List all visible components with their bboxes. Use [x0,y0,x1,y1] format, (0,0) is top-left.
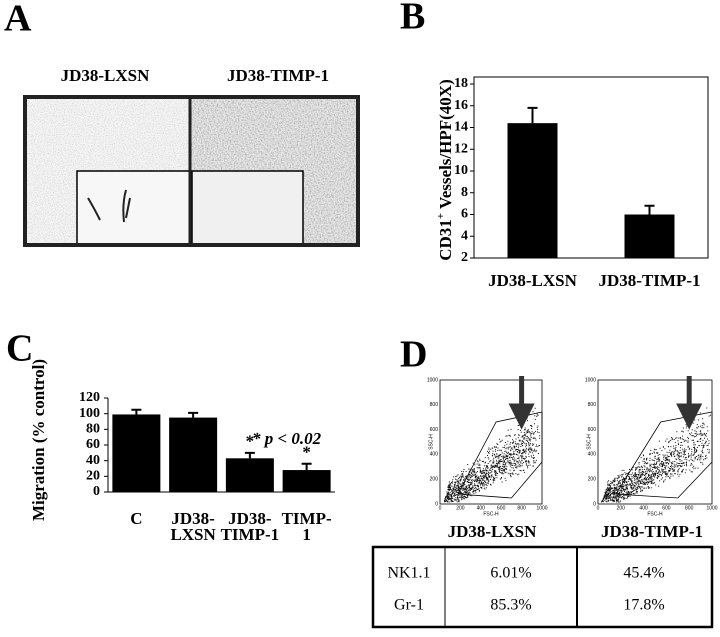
x-tick-label: 0 [597,505,600,511]
y-tick-label: 1000 [427,377,438,383]
panel-letter: D [400,334,427,376]
y-tick-label: 60 [86,437,100,452]
y-tick-label: 400 [430,452,439,458]
y-tick-label: 6 [461,207,468,222]
flow-frame [597,379,713,505]
y-tick-label: 2 [461,250,468,265]
y-tick-label: 4 [461,228,468,243]
annotation: * p < 0.02 [252,429,322,448]
x-tick-label: 600 [662,505,671,511]
flow-dots [601,407,711,503]
significance-marker: * [246,432,255,451]
y-axis-label: Migration (% control) [29,359,48,521]
y-tick-label: 600 [430,427,439,433]
y-tick-label: 0 [93,484,100,499]
y-tick-label: 0 [435,501,438,507]
x-tick-label: JD38-TIMP-1 [221,509,280,544]
table-cell: 17.8% [623,597,664,614]
error-bar [244,451,255,459]
error-bar [301,462,312,471]
x-axis-label: FSC-H [483,511,499,517]
y-tick-label: 200 [430,477,439,483]
x-tick-label: 0 [439,505,442,511]
gate [457,411,543,499]
flow-frame [439,379,543,505]
y-tick-label: 1000 [585,377,596,383]
flow-plots: SSC-HFSC-H002002004004006006008008001000… [427,376,718,517]
panel-letter: A [4,0,32,40]
error-bar [188,411,199,418]
y-tick-label: 8 [461,185,468,200]
x-tick-label: C [130,509,142,528]
flow-dots [443,407,541,503]
x-tick-label: 1000 [536,505,547,511]
x-tick-label: 800 [517,505,526,511]
y-axis-label: SSC-H [586,434,592,450]
plot-label: JD38-TIMP-1 [601,522,703,541]
y-axis-label-part: Vessels/HPF(40X) [436,79,455,213]
plot-frame [473,76,709,259]
row-header: Gr-1 [394,597,424,614]
significance-marker: * [302,443,311,462]
arrow [676,376,703,430]
x-axis-label: FSC-H [647,511,663,517]
y-axis-label-part: CD31 [436,219,455,261]
x-tick-label: JD38-TIMP-1 [599,271,701,290]
y-axis-label-part: Migration (% control) [29,359,48,521]
y-tick-label: 0 [593,501,596,507]
y-tick-label: 16 [454,98,468,113]
x-tick-label: 800 [685,505,694,511]
arrow [508,376,535,430]
x-tick-label: JD38-LXSN [488,271,578,290]
y-axis-label: SSC-H [428,434,434,450]
micrograph [23,95,360,247]
y-tick-label: 200 [588,477,597,483]
y-tick-label: 600 [588,427,597,433]
bar [225,458,274,492]
row-header: NK1.1 [387,565,430,582]
table-cell: 45.4% [623,565,664,582]
y-tick-label: 800 [430,402,439,408]
panel-letter: C [6,328,33,370]
y-tick-label: 100 [79,406,100,421]
y-tick-label: 20 [86,469,100,484]
bar [112,414,161,492]
error-bar [131,408,142,415]
x-tick-label: 200 [617,505,626,511]
image-label: JD38-LXSN [61,66,151,85]
bar [507,123,558,259]
x-tick-label: 400 [639,505,648,511]
plot-label: JD38-LXSN [448,522,538,541]
x-tick-label: TIMP-1 [282,509,332,544]
table-cell: 6.01% [490,565,531,582]
y-axis-label: CD31+ Vessels/HPF(40X) [435,79,455,260]
bar [169,417,218,492]
x-tick-label: JD38-LXSN [170,509,216,544]
bar [624,214,675,258]
x-tick-label: 200 [456,505,465,511]
y-tick-label: 14 [454,120,468,135]
y-tick-label: 120 [79,390,100,405]
y-axis-label-part: + [435,213,447,219]
error-bar [644,204,655,215]
image-label: JD38-TIMP-1 [227,66,329,85]
x-tick-label: 1000 [706,505,717,511]
y-tick-label: 18 [454,76,468,91]
y-tick-label: 800 [588,402,597,408]
error-bar [527,106,538,124]
data-table [371,545,714,629]
bar [282,470,331,492]
y-tick-label: 12 [454,141,468,156]
x-tick-label: 600 [497,505,506,511]
panel-letter: B [400,0,425,38]
y-tick-label: 400 [588,452,597,458]
gate [615,411,713,499]
y-tick-label: 10 [454,163,468,178]
y-tick-label: 80 [86,422,100,437]
x-tick-label: 400 [477,505,486,511]
table-cell: 85.3% [490,597,531,614]
y-tick-label: 40 [86,453,100,468]
